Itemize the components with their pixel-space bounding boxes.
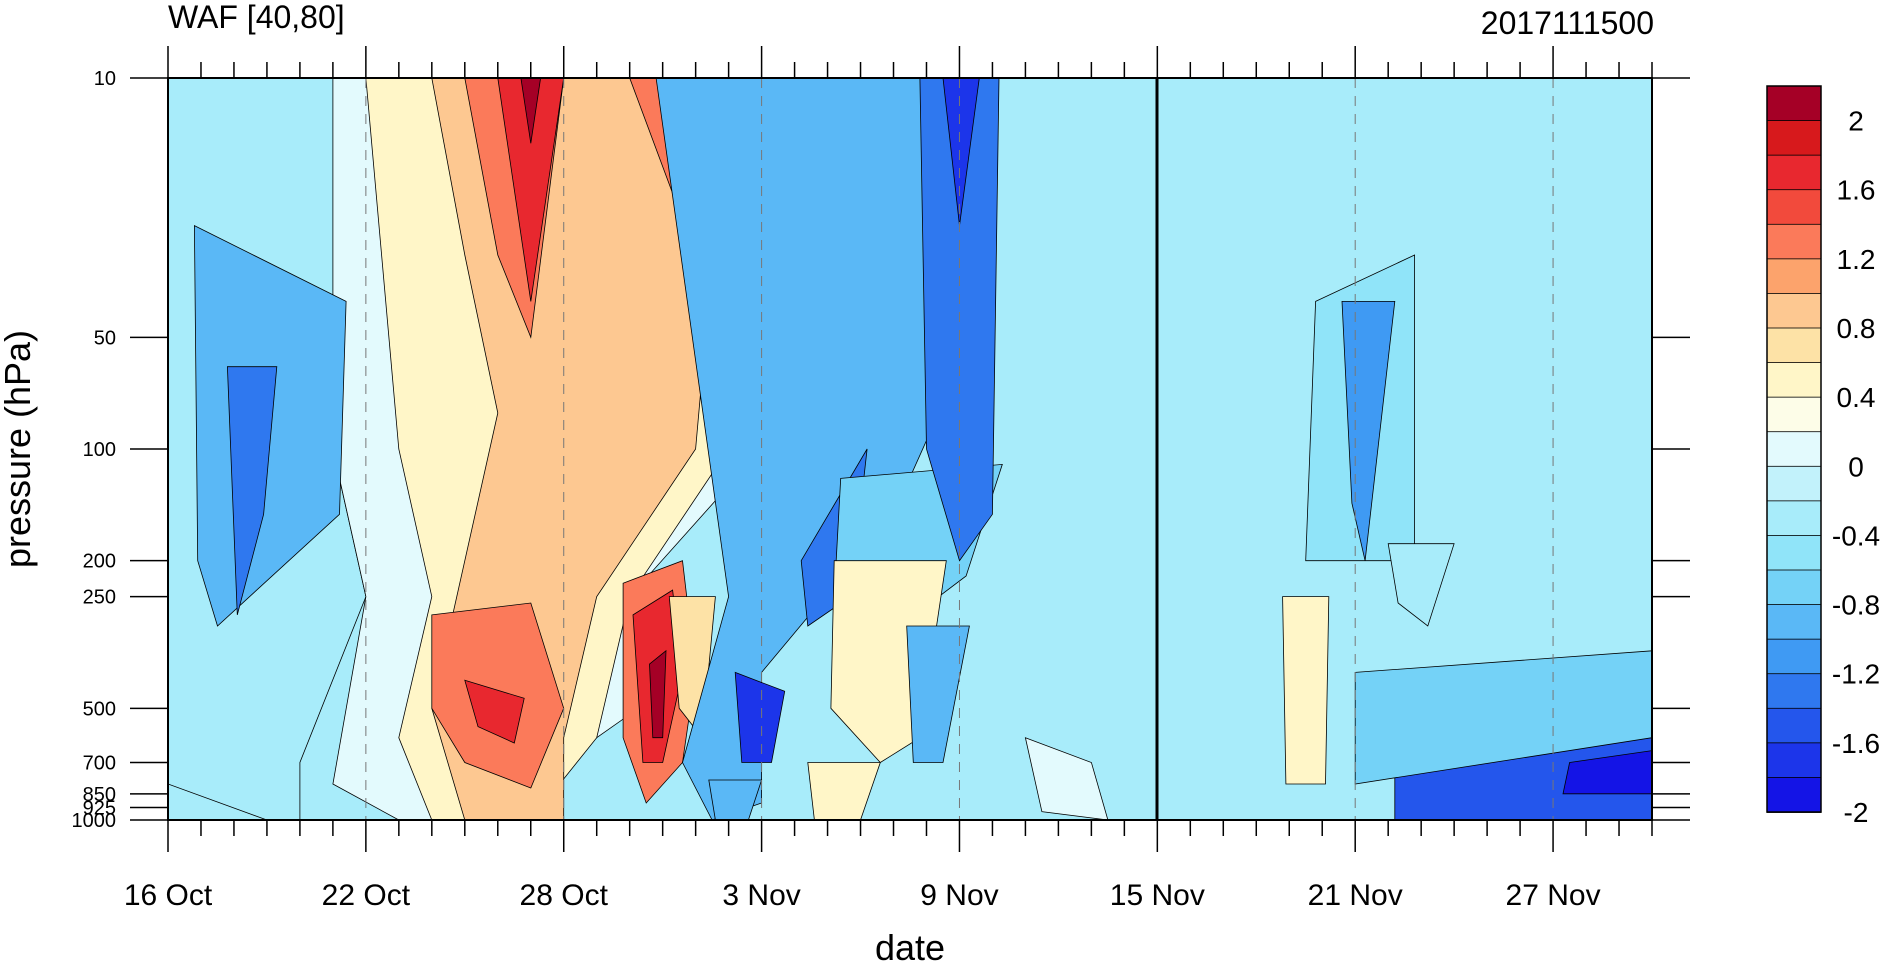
contour-region [1024,737,1109,820]
x-axis-label: date [875,927,945,962]
colorbar: 2 1.6 1.2 0.8 0.4 0 -0.4 -0.8 -1.2 -1.6 -2 [1766,85,1880,828]
colorbar-swatch [1766,120,1822,157]
contour-region [497,78,565,302]
contour-fields [168,78,1652,820]
y-tick-label: 100 [83,439,116,461]
x-tick-label: 15 Nov [1110,879,1205,912]
colorbar-swatch [1766,465,1822,502]
x-tick-label: 16 Oct [124,879,213,912]
y-tick-label: 925 [83,797,116,819]
colorbar-label: -2 [1844,797,1869,828]
colorbar-swatch [1766,777,1822,813]
colorbar-label: -1.2 [1832,659,1880,690]
contour-region [1282,596,1330,785]
colorbar-swatch [1766,362,1822,399]
colorbar-swatch [1766,673,1822,710]
x-tick-label: 27 Nov [1506,879,1601,912]
y-axis-label: pressure (hPa) [0,330,38,568]
y-tick-label: 250 [83,587,116,609]
contour-region [708,779,763,820]
colorbar-swatch [1766,569,1822,606]
colorbar-label: 1.2 [1837,244,1876,275]
x-tick-label: 28 Oct [520,879,609,912]
colorbar-label: 2 [1848,106,1864,137]
contour-region [942,78,980,226]
colorbar-label: 0.8 [1837,313,1876,344]
y-tick-label: 850 [83,784,116,806]
colorbar-label: -0.8 [1832,590,1880,621]
contour-region [649,649,667,739]
y-tick-label: 700 [83,753,116,775]
colorbar-swatch [1766,707,1822,744]
colorbar-swatch [1766,396,1822,433]
x-tick-label: 3 Nov [722,879,800,912]
colorbar-swatch [1766,500,1822,537]
colorbar-label: 1.6 [1837,175,1876,206]
contour-region [807,762,881,820]
chart-date-stamp: 2017111500 [1481,5,1654,41]
contour-region [226,366,278,616]
x-tick-label: 9 Nov [920,879,998,912]
chart-title: WAF [40,80] [168,0,345,35]
colorbar-swatch [1766,535,1822,571]
plot-area [167,77,1653,821]
y-tick-label: 1000 [72,810,117,832]
contour-region [734,671,786,763]
contour-region [464,679,525,744]
colorbar-swatch [1766,223,1822,260]
colorbar-swatch [1766,604,1822,641]
x-axis: 16 Oct 22 Oct 28 Oct 3 Nov 9 Nov 15 Nov 21 Nov… [124,46,1653,912]
colorbar-label: -0.4 [1832,520,1880,551]
colorbar-swatch [1766,189,1822,226]
contour-region [1562,750,1652,795]
x-tick-label: 21 Nov [1308,879,1403,912]
contour-region [1387,543,1455,627]
colorbar-swatch [1766,85,1822,122]
x-tick-label: 22 Oct [322,879,411,912]
contour-region [906,625,970,763]
colorbar-swatch [1766,293,1822,329]
contour-region [520,78,542,144]
colorbar-label: -1.6 [1832,728,1880,759]
y-tick-label: 50 [94,327,116,349]
colorbar-label: 0.4 [1837,382,1876,413]
y-tick-label: 500 [83,698,116,720]
colorbar-swatch [1766,154,1822,191]
colorbar-frame [1766,85,1822,813]
colorbar-swatch [1766,258,1822,295]
colorbar-swatch [1766,327,1822,364]
colorbar-label: 0 [1848,451,1864,482]
colorbar-swatch [1766,742,1822,779]
y-tick-label: 200 [83,551,116,573]
colorbar-swatch [1766,638,1822,675]
y-tick-label: 10 [94,68,116,90]
colorbar-swatch [1766,431,1822,468]
